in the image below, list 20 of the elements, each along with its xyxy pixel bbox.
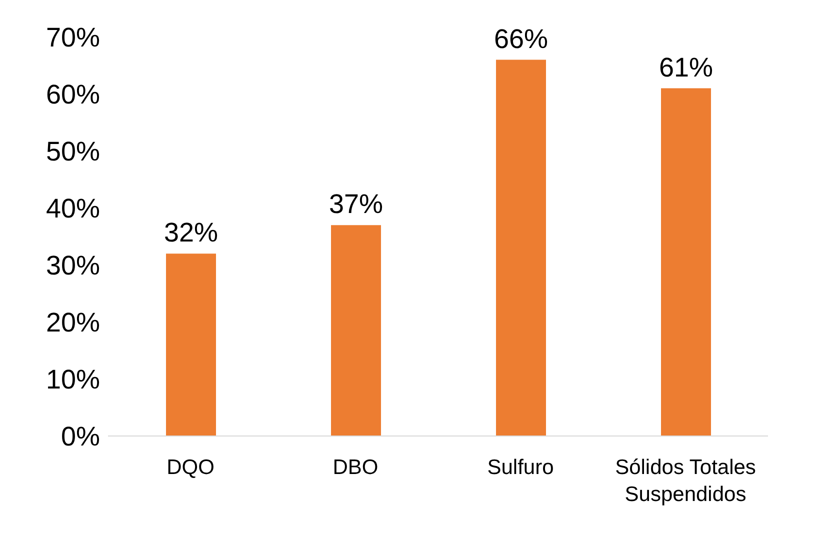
data-label: 37% bbox=[328, 189, 384, 220]
y-tick-label: 70% bbox=[46, 22, 100, 53]
data-label: 61% bbox=[658, 52, 714, 82]
y-tick-label: 0% bbox=[60, 422, 100, 452]
y-tick-label: 10% bbox=[46, 364, 100, 395]
x-tick-label: Sulfuro bbox=[487, 456, 554, 479]
bar bbox=[496, 60, 546, 436]
y-tick-label: 50% bbox=[46, 136, 100, 167]
bar bbox=[331, 225, 381, 436]
y-tick-label: 20% bbox=[46, 308, 100, 338]
x-tick-label: DBO bbox=[332, 456, 378, 479]
x-tick-label: Sólidos Totales Suspendidos bbox=[615, 456, 756, 506]
x-tick-label: DQO bbox=[166, 456, 214, 479]
y-tick-label: 30% bbox=[46, 250, 100, 281]
y-tick-label: 60% bbox=[46, 80, 100, 110]
data-label: 66% bbox=[494, 24, 548, 54]
bar bbox=[661, 88, 711, 436]
bar bbox=[166, 254, 216, 436]
data-label: 32% bbox=[164, 218, 218, 248]
y-tick-label: 40% bbox=[46, 194, 100, 224]
